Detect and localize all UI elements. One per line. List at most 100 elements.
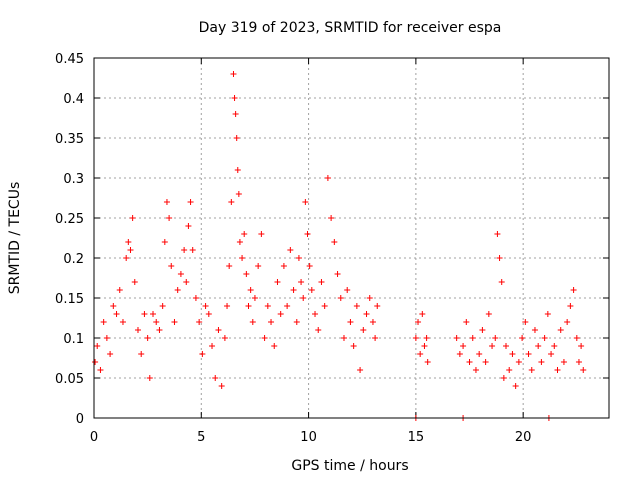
data-point <box>360 327 367 333</box>
data-point <box>255 263 262 269</box>
data-point <box>239 255 246 261</box>
data-point <box>548 351 555 357</box>
data-point <box>544 311 551 317</box>
data-point <box>218 383 225 389</box>
data-point <box>116 287 123 293</box>
data-point <box>156 327 163 333</box>
data-point <box>500 375 507 381</box>
data-point <box>567 303 574 309</box>
data-point <box>324 175 331 181</box>
data-point <box>293 319 300 325</box>
data-point <box>424 359 431 365</box>
data-point <box>215 327 222 333</box>
data-point <box>247 287 254 293</box>
data-point <box>460 343 467 349</box>
data-point <box>196 319 203 325</box>
data-point <box>103 335 110 341</box>
data-point <box>97 367 104 373</box>
data-point <box>185 223 192 229</box>
data-point <box>494 231 501 237</box>
data-point <box>129 215 136 221</box>
x-tick-label: 10 <box>300 430 317 445</box>
data-point <box>134 327 141 333</box>
data-point <box>512 383 519 389</box>
data-point <box>284 303 291 309</box>
y-tick-label: 0.25 <box>55 212 84 227</box>
data-point <box>300 295 307 301</box>
y-tick-label: 0.3 <box>63 172 84 187</box>
data-point <box>560 359 567 365</box>
data-point <box>302 199 309 205</box>
data-point <box>205 311 212 317</box>
data-point <box>337 295 344 301</box>
data-point <box>274 279 281 285</box>
data-point <box>94 343 101 349</box>
data-point <box>479 327 486 333</box>
data-point <box>192 295 199 301</box>
data-point <box>312 311 319 317</box>
data-point <box>251 295 258 301</box>
data-point <box>113 311 120 317</box>
data-point <box>482 359 489 365</box>
data-point <box>340 335 347 341</box>
data-point <box>295 255 302 261</box>
data-point <box>469 335 476 341</box>
data-point <box>344 287 351 293</box>
data-point <box>298 279 305 285</box>
y-axis-label: SRMTID / TECUs <box>7 182 23 295</box>
data-point <box>271 343 278 349</box>
data-point <box>347 319 354 325</box>
data-point <box>119 319 126 325</box>
data-point <box>496 255 503 261</box>
y-tick-label: 0.35 <box>55 132 84 147</box>
data-point <box>277 311 284 317</box>
data-point <box>127 247 134 253</box>
data-point <box>541 335 548 341</box>
data-point <box>212 375 219 381</box>
data-point <box>350 343 357 349</box>
x-tick-label: 0 <box>90 430 98 445</box>
data-point <box>199 351 206 357</box>
plot-frame <box>93 57 610 419</box>
data-point <box>369 319 376 325</box>
data-point <box>107 351 114 357</box>
data-point <box>177 271 184 277</box>
data-point <box>485 311 492 317</box>
data-point <box>328 215 335 221</box>
data-point <box>423 335 430 341</box>
data-point <box>372 335 379 341</box>
x-tick-label: 15 <box>408 430 425 445</box>
data-point <box>528 367 535 373</box>
y-tick-label: 0.45 <box>55 52 84 67</box>
data-point <box>123 255 130 261</box>
data-point <box>268 319 275 325</box>
data-point <box>331 239 338 245</box>
y-tick-label: 0.1 <box>63 332 84 347</box>
data-point <box>570 287 577 293</box>
data-point <box>308 287 315 293</box>
data-point <box>241 231 248 237</box>
axis-ticks: 0 0.05 0.1 0.15 0.2 0.25 0.3 0.35 0.4 0.45 0 5 10 15 2… <box>55 52 609 445</box>
data-point <box>144 335 151 341</box>
data-point <box>159 303 166 309</box>
data-point <box>125 239 132 245</box>
data-point <box>318 279 325 285</box>
data-point <box>236 239 243 245</box>
data-point <box>280 263 287 269</box>
data-point <box>261 335 268 341</box>
data-point <box>110 303 117 309</box>
data-point <box>334 271 341 277</box>
data-point <box>515 359 522 365</box>
data-point <box>202 303 209 309</box>
data-point <box>417 351 424 357</box>
data-point <box>232 111 239 117</box>
y-tick-label: 0 <box>76 412 84 427</box>
data-point <box>538 359 545 365</box>
data-point <box>235 191 242 197</box>
data-point <box>456 351 463 357</box>
data-point <box>453 335 460 341</box>
data-point <box>419 311 426 317</box>
x-axis-label: GPS time / hours <box>291 458 408 474</box>
data-point <box>492 335 499 341</box>
